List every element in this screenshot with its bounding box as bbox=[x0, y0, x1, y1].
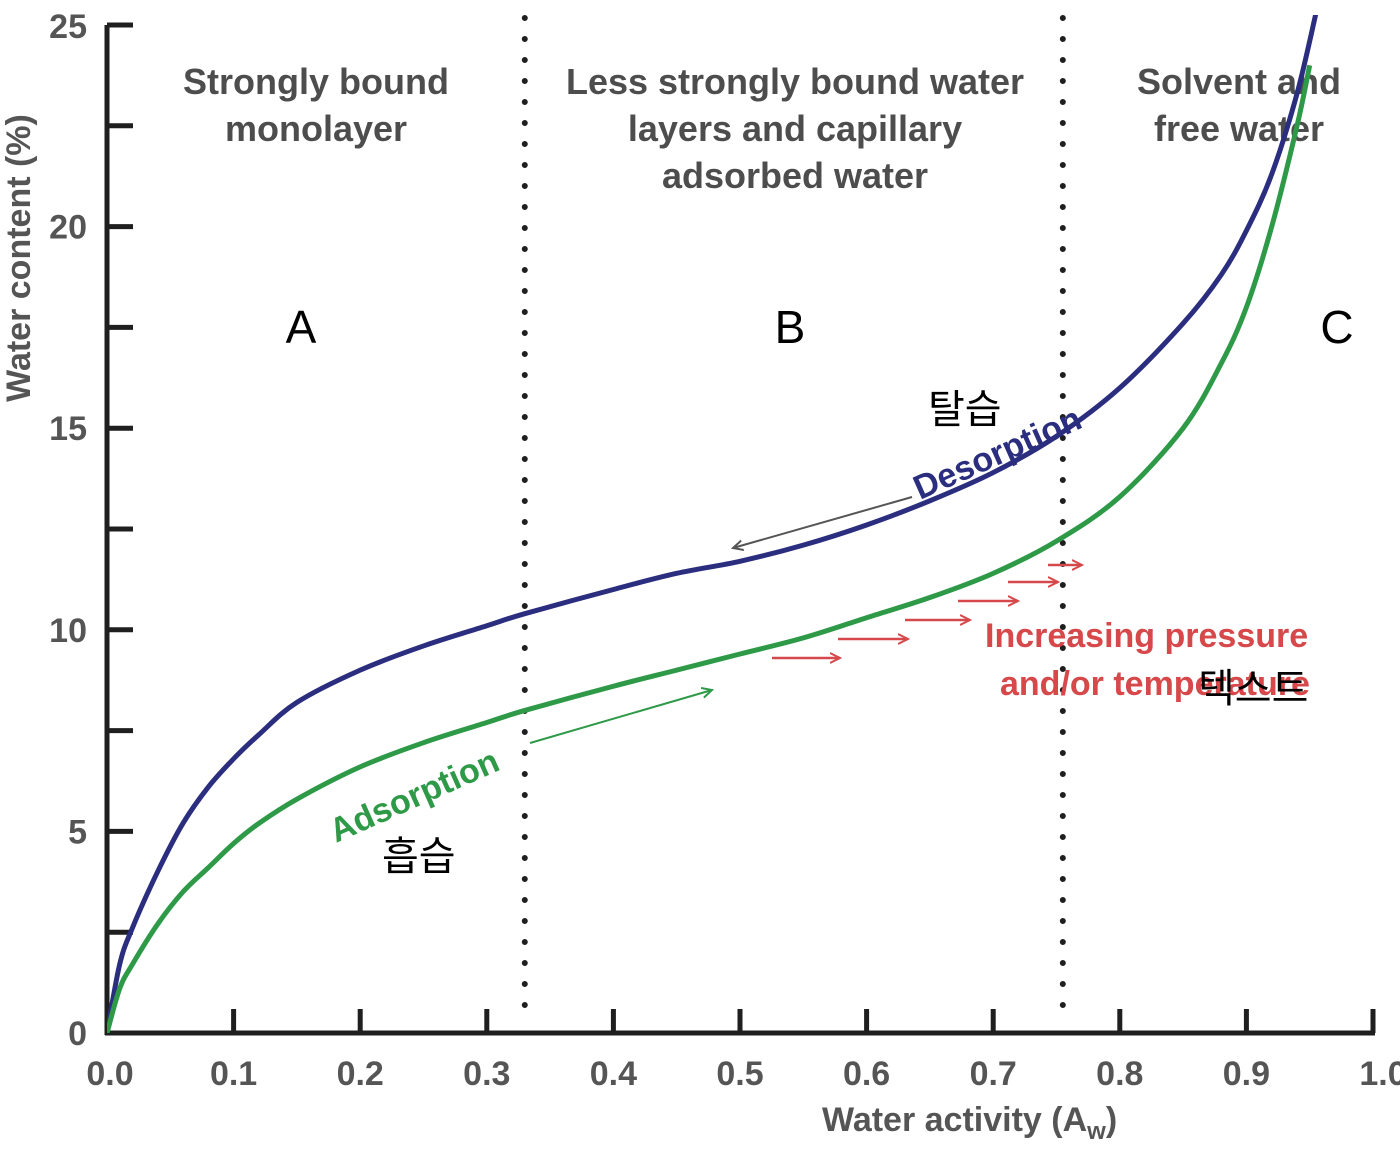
y-axis-title: Water content (%) bbox=[0, 114, 38, 402]
x-tick-label-1.0: 1.0 bbox=[1359, 1055, 1400, 1093]
desorption-korean-label: 탈습 bbox=[928, 387, 1002, 433]
y-tick-label-15: 15 bbox=[49, 410, 87, 448]
pressure-label-line1: Increasing pressure bbox=[985, 617, 1308, 655]
axis-titles: Water activity (Aw) Water content (%) 25 bbox=[0, 8, 1117, 1145]
x-axis-title-subscript: w bbox=[1086, 1118, 1106, 1145]
y-tick-label-top: 25 bbox=[49, 8, 87, 46]
series-lines bbox=[107, 15, 1319, 1033]
adsorption-direction-arrow bbox=[529, 690, 712, 744]
x-tick-label-0.4: 0.4 bbox=[590, 1055, 637, 1093]
y-tick-label-20: 20 bbox=[49, 209, 87, 247]
x-tick-label-0.8: 0.8 bbox=[1096, 1055, 1143, 1093]
region-letter-a: A bbox=[286, 301, 317, 353]
region-b-title-line-3: adsorbed water bbox=[662, 155, 928, 196]
x-tick-label-0.5: 0.5 bbox=[716, 1055, 763, 1093]
x-axis-title: Water activity (Aw) bbox=[822, 1101, 1117, 1145]
region-a-title-line-2: monolayer bbox=[225, 108, 407, 149]
x-tick-label-0.6: 0.6 bbox=[843, 1055, 890, 1093]
adsorption-korean-label: 흡습 bbox=[382, 834, 456, 880]
tick-marks: 0.0 0.1 0.2 0.3 0.4 0.5 0.6 0.7 0.8 0.9 1.0 0 5 10 15 2… bbox=[49, 22, 1400, 1093]
pressure-overlay-text: 텍스트 bbox=[1198, 666, 1308, 712]
x-tick-label-0.3: 0.3 bbox=[463, 1055, 510, 1093]
series-desorption-line bbox=[107, 15, 1319, 1033]
region-a-title-line-1: Strongly bound bbox=[183, 61, 449, 102]
x-tick-label-0.0: 0.0 bbox=[86, 1055, 133, 1093]
region-b-title-line-1: Less strongly bound water bbox=[566, 61, 1024, 102]
series-adsorption-line bbox=[107, 64, 1313, 1033]
x-tick-label-0.7: 0.7 bbox=[970, 1055, 1017, 1093]
x-tick-label-0.1: 0.1 bbox=[210, 1055, 257, 1093]
x-tick-label-0.9: 0.9 bbox=[1223, 1055, 1270, 1093]
x-axis-title-end: ) bbox=[1106, 1101, 1117, 1139]
y-tick-label-0: 0 bbox=[68, 1015, 87, 1053]
region-boundaries bbox=[521, 15, 1066, 1028]
x-tick-label-0.2: 0.2 bbox=[337, 1055, 384, 1093]
y-tick-label-5: 5 bbox=[68, 813, 87, 851]
region-letter-c: C bbox=[1320, 301, 1353, 353]
x-axis-title-main: Water activity (A bbox=[822, 1101, 1087, 1139]
region-labels: Strongly bound monolayer A Less strongly bo… bbox=[183, 61, 1354, 353]
pressure-label-line2: and/or temperature bbox=[1000, 665, 1310, 703]
desorption-direction-arrow bbox=[733, 496, 913, 548]
region-b-title-line-2: layers and capillary bbox=[628, 108, 962, 149]
y-tick-label-10: 10 bbox=[49, 612, 87, 650]
region-letter-b: B bbox=[775, 301, 806, 353]
